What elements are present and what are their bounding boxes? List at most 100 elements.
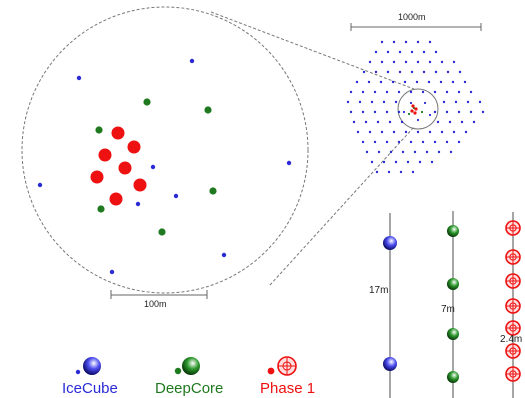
icecube-string-dot [361,140,365,144]
icecube-string-dot [380,60,384,64]
icecube-string-dot [454,100,458,104]
icecube-string-dot [386,70,390,74]
phase1-spacing-label: 2.4m [500,334,523,345]
icecube-string-dot [374,70,378,74]
icecube-string-dot [449,150,453,154]
deepcore-spacing-label: 7m [441,304,455,315]
phase1-module [505,220,521,236]
icecube-string-dot [404,40,408,44]
legend-icecube-label: IceCube [62,380,118,397]
overview-center-cluster [402,101,432,122]
legend-phase1-dot [267,367,275,375]
phase1-module [505,273,521,289]
deepcore-string-dot [143,98,151,106]
deepcore-string-dot [97,205,105,213]
icecube-string-dot [373,110,377,114]
icecube-string-dot [370,160,374,164]
icecube-string-dot [385,110,389,114]
deepcore-dom [447,371,459,383]
icecube-string-dot [392,60,396,64]
phase1-string-dot [127,140,141,154]
icecube-string-dot [221,252,227,258]
overview-center-dot [416,118,420,122]
deepcore-dom [182,357,200,375]
icecube-string-dot [416,130,420,134]
icecube-string-dot [392,130,396,134]
icecube-string-dot [433,90,437,94]
icecube-string-dot [362,70,366,74]
phase1-module [505,320,521,336]
phase1-string-dot [98,148,112,162]
deepcore-string-dot [204,106,212,114]
legend [75,356,297,376]
phase1-module [277,356,297,376]
icecube-string-dot [349,110,353,114]
overview-center-dot [420,110,424,114]
icecube-string-dot [448,120,452,124]
overview-center-dot [407,112,411,116]
icecube-string-dot [469,90,473,94]
icecube-string-dot [375,170,379,174]
icecube-string-dot [397,140,401,144]
string-profiles [383,211,521,398]
icecube-string-dot [189,58,195,64]
icecube-string-dot [387,170,391,174]
icecube-string-dot [368,60,372,64]
deepcore-string-dot [158,228,166,236]
icecube-string-dot [421,90,425,94]
icecube-string-dot [415,80,419,84]
legend-deepcore-label: DeepCore [155,380,224,397]
icecube-string-dot [349,90,353,94]
icecube-string-dot [379,80,383,84]
icecube-string-dot [469,110,473,114]
icecube-string-dot [135,201,141,207]
icecube-string-dot [481,110,485,114]
icecube-string-dot [367,80,371,84]
icecube-string-dot [409,140,413,144]
icecube-string-dot [439,80,443,84]
zoom-scalebar [110,290,208,299]
icecube-string-dot [460,120,464,124]
zoom-target-circle [397,88,439,130]
icecube-string-dot [422,70,426,74]
icecube-string-dot [409,90,413,94]
icecube-string-dot [406,160,410,164]
phase1-string-dot [133,178,147,192]
icecube-string-dot [373,90,377,94]
phase1-string-dot [109,192,123,206]
icecube-string-dot [388,120,392,124]
icecube-string-dot [442,100,446,104]
icecube-string-dot [422,50,426,54]
phase1-module [505,343,521,359]
icecube-string-dot [356,130,360,134]
icecube-string-dot [452,130,456,134]
legend-icecube-dot [75,369,81,375]
icecube-string-dot [382,160,386,164]
zoom-scale-label: 100m [144,299,167,309]
phase1-module [505,298,521,314]
icecube-string-dot [430,160,434,164]
icecube-string-dot [376,120,380,124]
icecube-string-dot [404,130,408,134]
icecube-string-dot [380,130,384,134]
icecube-string-dot [464,130,468,134]
icecube-string-dot [173,193,179,199]
icecube-string-dot [452,60,456,64]
legend-phase1-label: Phase 1 [260,380,316,397]
icecube-string-dot [433,110,437,114]
overview-scale-label: 1000m [398,12,426,22]
overview-scalebar [350,23,482,31]
overview-phase1-dot [410,109,414,113]
icecube-string-dot [398,50,402,54]
icecube-string-dot [358,100,362,104]
icecube-string-dot [446,70,450,74]
icecube-string-dot [370,100,374,104]
overview-center-dot [428,113,432,117]
icecube-string-dot [382,100,386,104]
icecube-string-dot [413,150,417,154]
icecube-string-dot [385,90,389,94]
icecube-string-dot [427,80,431,84]
phase1-string-dot [90,170,104,184]
icecube-string-dot [109,269,115,275]
icecube-string-dot [410,70,414,74]
